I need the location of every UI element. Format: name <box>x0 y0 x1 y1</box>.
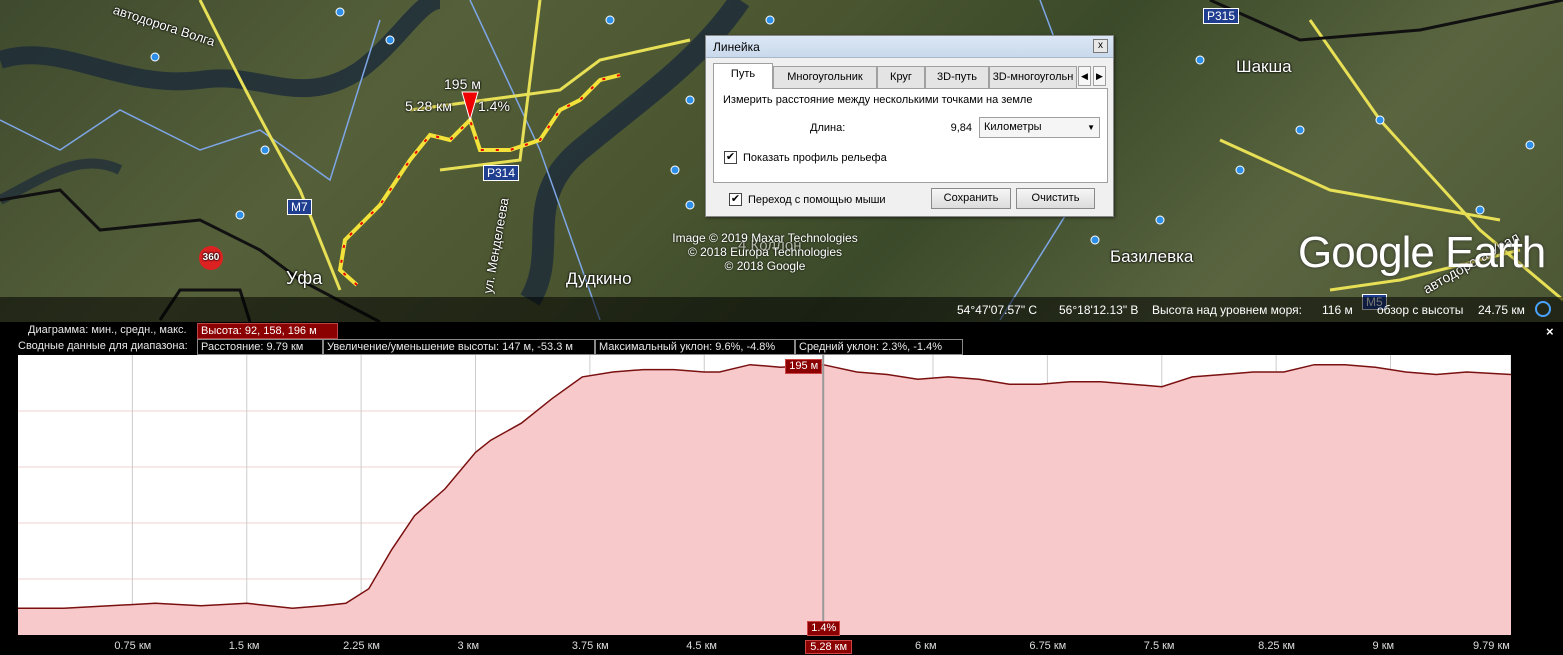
map-label-dudkino: Дудкино <box>566 269 632 288</box>
x-tick-label: 6 км <box>915 640 937 652</box>
ruler-title: Линейка <box>713 40 760 54</box>
x-tick-label: 3.75 км <box>571 640 609 652</box>
map-measure-slope: 1.4% <box>478 98 510 114</box>
ruler-close-button[interactable]: x <box>1093 39 1108 53</box>
elevation-chart-svg <box>18 355 1512 635</box>
save-button[interactable]: Сохранить <box>931 188 1011 209</box>
profile-row1-label: Диаграмма: мин., средн., макс. <box>28 324 187 336</box>
elevation-line <box>18 363 1512 609</box>
ruler-tabs: Путь Многоугольник Круг 3D-путь 3D-много… <box>713 63 1107 89</box>
road-shield-m7: M7 <box>287 199 312 215</box>
profile-avg-slope: Средний уклон: 2.3%, -1.4% <box>795 339 963 355</box>
x-tick-label: 4.5 км <box>686 640 717 652</box>
x-tick-label: 2.25 км <box>343 640 380 652</box>
elevation-chart[interactable] <box>18 355 1512 635</box>
map-measure-elevation: 195 м <box>444 76 481 92</box>
elevation-area <box>18 364 1511 635</box>
road-shield-r314: P314 <box>483 165 520 181</box>
ruler-description: Измерить расстояние между несколькими то… <box>723 94 1033 106</box>
map-label-bazilevka: Базилевка <box>1110 247 1194 266</box>
ruler-titlebar[interactable]: Линейка x <box>706 36 1113 58</box>
tab-scroll-left-icon[interactable]: ◀ <box>1078 66 1091 86</box>
x-tick-label: 9.79 км <box>1473 640 1510 652</box>
x-tick-label: 9 км <box>1372 640 1395 652</box>
chevron-down-icon: ▼ <box>1087 123 1095 132</box>
x-tick-label: 3 км <box>457 640 480 652</box>
road-shield-r315: P315 <box>1203 8 1240 24</box>
status-latitude: 54°47'07.57" С <box>957 303 1038 317</box>
map-measure-distance: 5.28 км <box>405 98 452 114</box>
tab-3d-path[interactable]: 3D-путь <box>925 66 989 88</box>
status-elevation-value: 116 м <box>1322 303 1353 317</box>
tab-path[interactable]: Путь <box>713 63 773 89</box>
profile-row2-label: Сводные данные для диапазона: <box>18 340 188 352</box>
x-tick-label: 5.28 км <box>805 640 853 654</box>
ruler-dialog: Линейка x Путь Многоугольник Круг 3D-пут… <box>705 35 1114 217</box>
cursor-elevation-flag: 195 м <box>785 359 823 374</box>
x-tick-label: 0.75 км <box>114 640 152 652</box>
compass-icon[interactable] <box>1535 301 1551 317</box>
unit-select-value: Километры <box>984 121 1042 133</box>
x-tick-label: 7.5 км <box>1143 640 1175 652</box>
tab-scroll-right-icon[interactable]: ▶ <box>1093 66 1106 86</box>
copyright-line-2: © 2018 Europa Technologies <box>687 245 843 259</box>
status-eye-value: 24.75 км <box>1478 303 1525 317</box>
status-elevation-label: Высота над уровнем моря: <box>1152 303 1302 317</box>
x-tick-label: 6.75 км <box>1029 640 1067 652</box>
unit-select[interactable]: Километры ▼ <box>979 117 1100 138</box>
profile-distance: Расстояние: 9.79 км <box>197 339 323 355</box>
status-eye-label: обзор с высоты <box>1377 303 1464 317</box>
profile-gain-loss: Увеличение/уменьшение высоты: 147 м, -53… <box>323 339 595 355</box>
profile-max-slope: Максимальный уклон: 9.6%, -4.8% <box>595 339 795 355</box>
show-profile-checkbox[interactable]: ✔ <box>724 151 737 164</box>
badge-360-icon[interactable]: 360 <box>199 246 223 270</box>
copyright-line-3: © 2018 Google <box>724 259 806 273</box>
map-overlay <box>0 0 1563 322</box>
map-label-kollon: 4 Коллон <box>738 237 802 254</box>
x-tick-label: 1.5 км <box>228 640 260 652</box>
map-label-ufa: Уфа <box>286 268 323 288</box>
mouse-navigation-checkbox[interactable]: ✔ <box>729 193 742 206</box>
map-label-shaksha: Шакша <box>1236 57 1292 76</box>
x-tick-label: 8.25 км <box>1258 640 1295 652</box>
profile-close-icon[interactable]: × <box>1546 324 1554 339</box>
map-copyright: Image © 2019 Maxar Technologies © 2018 E… <box>640 231 890 273</box>
google-earth-logo: Google Earth <box>1298 228 1546 277</box>
copyright-line-1: Image © 2019 Maxar Technologies <box>672 231 858 245</box>
mouse-navigation-label: Переход с помощью мыши <box>748 194 886 206</box>
cursor-slope-flag: 1.4% <box>807 621 841 636</box>
clear-button[interactable]: Очистить <box>1016 188 1095 209</box>
status-longitude: 56°18'12.13" В <box>1059 303 1139 317</box>
show-profile-label: Показать профиль рельефа <box>743 152 887 164</box>
tab-circle[interactable]: Круг <box>877 66 925 88</box>
length-value: 9,84 <box>950 122 972 134</box>
tab-3d-polygon[interactable]: 3D-многоугольн <box>989 66 1077 88</box>
tab-polygon[interactable]: Многоугольник <box>773 66 877 88</box>
profile-elevation-summary: Высота: 92, 158, 196 м <box>197 323 338 339</box>
length-label: Длина: <box>810 122 846 134</box>
status-bar: 54°47'07.57" С 56°18'12.13" В Высота над… <box>0 297 1563 322</box>
elevation-profile-panel: Диаграмма: мин., средн., макс. Высота: 9… <box>0 322 1563 655</box>
ruler-tab-panel: Измерить расстояние между несколькими то… <box>713 88 1108 183</box>
